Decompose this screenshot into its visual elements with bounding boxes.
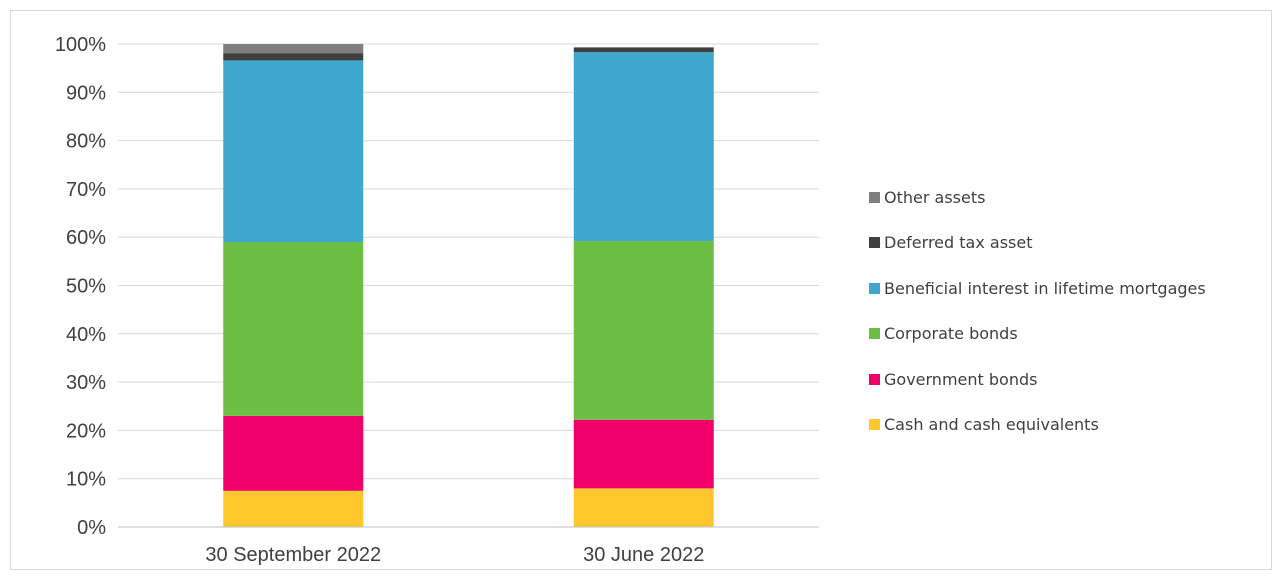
legend-swatch [869,191,880,203]
legend-item: Beneficial interest in lifetime mortgage… [869,278,1206,298]
bar-segment [223,53,364,61]
bar-segment [573,241,714,420]
legend-label: Deferred tax asset [884,233,1033,252]
chart-frame: 0% 10% 20% 30% 40% 50% 60% 70% 80% 90% 100% 30 Sept… [10,10,1272,570]
y-tick-label: 90% [66,82,106,104]
legend-swatch [869,282,880,294]
y-tick-label: 50% [66,276,106,298]
legend-label: Beneficial interest in lifetime mortgage… [884,278,1206,298]
legend-item: Cash and cash equivalents [869,415,1206,435]
bar-segment [223,242,364,416]
y-tick-label: 100% [55,34,106,56]
bar-segment [573,488,714,527]
bar-segment [223,44,364,54]
y-tick-label: 70% [66,179,106,201]
y-tick-label: 0% [77,517,106,539]
legend-item: Deferred tax asset [869,233,1206,253]
legend-label: Corporate bonds [884,324,1018,343]
x-tick-label: 30 September 2022 [205,544,381,566]
y-tick-label: 30% [66,372,106,394]
legend-item: Other assets [869,187,1206,207]
legend-label: Cash and cash equivalents [884,415,1099,434]
legend-swatch [869,373,880,385]
gridlines [118,43,819,528]
legend-item: Corporate bonds [869,324,1206,344]
bar-segment [573,52,714,242]
stacked-bar-chart: 0% 10% 20% 30% 40% 50% 60% 70% 80% 90% 100% 30 Sept… [55,34,819,566]
y-tick-label: 60% [66,227,106,249]
bar-segment [573,419,714,489]
chart-legend: Other assets Deferred tax asset Beneficial… [869,187,1206,460]
y-tick-label: 20% [66,420,106,442]
x-tick-label: 30 June 2022 [583,544,704,566]
bar-segment [223,415,364,491]
axes: 0% 10% 20% 30% 40% 50% 60% 70% 80% 90% 100% 30 Sept… [55,34,819,566]
legend-item: Government bonds [869,369,1206,389]
legend-label: Other assets [884,187,986,207]
bar-segment [223,490,364,527]
bar-segment [573,47,714,53]
y-tick-label: 80% [66,131,106,153]
bar-segment [223,60,364,243]
legend-swatch [869,328,880,339]
legend-swatch [869,419,880,430]
y-tick-label: 40% [66,324,106,346]
legend-label: Government bonds [884,369,1038,389]
legend-swatch [869,237,880,248]
y-tick-label: 10% [66,469,106,491]
bars [223,44,714,527]
